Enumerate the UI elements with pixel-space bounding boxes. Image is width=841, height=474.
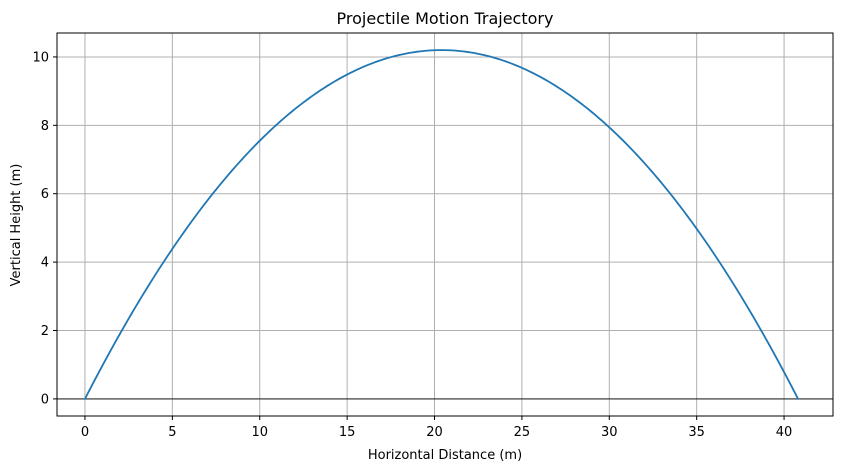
x-tick-label: 40 bbox=[776, 425, 793, 440]
grid-lines bbox=[57, 33, 833, 416]
axes bbox=[53, 32, 834, 420]
tick-labels: 0 5 10 15 20 25 30 35 40 0 2 4 6 8 10 bbox=[32, 50, 792, 440]
x-tick-label: 10 bbox=[251, 425, 268, 440]
series-line-0 bbox=[84, 49, 799, 400]
y-tick-label: 4 bbox=[41, 256, 49, 271]
y-tick-label: 10 bbox=[32, 50, 49, 65]
y-tick-label: 2 bbox=[41, 324, 49, 339]
x-tick-label: 0 bbox=[81, 425, 89, 440]
y-axis-label: Vertical Height (m) bbox=[9, 164, 24, 287]
x-tick-label: 20 bbox=[426, 425, 443, 440]
x-tick-label: 15 bbox=[339, 425, 356, 440]
x-tick-label: 35 bbox=[688, 425, 705, 440]
axes-frame bbox=[56, 32, 834, 417]
x-tick-label: 30 bbox=[601, 425, 618, 440]
x-tick-label: 5 bbox=[168, 425, 176, 440]
y-tick-label: 0 bbox=[41, 392, 49, 407]
x-axis-label: Horizontal Distance (m) bbox=[368, 448, 522, 463]
x-tick-label: 25 bbox=[514, 425, 531, 440]
y-tick-label: 8 bbox=[41, 119, 49, 134]
chart-title: Projectile Motion Trajectory bbox=[337, 9, 554, 28]
y-tick-label: 6 bbox=[41, 187, 49, 202]
plot-area bbox=[57, 49, 833, 400]
